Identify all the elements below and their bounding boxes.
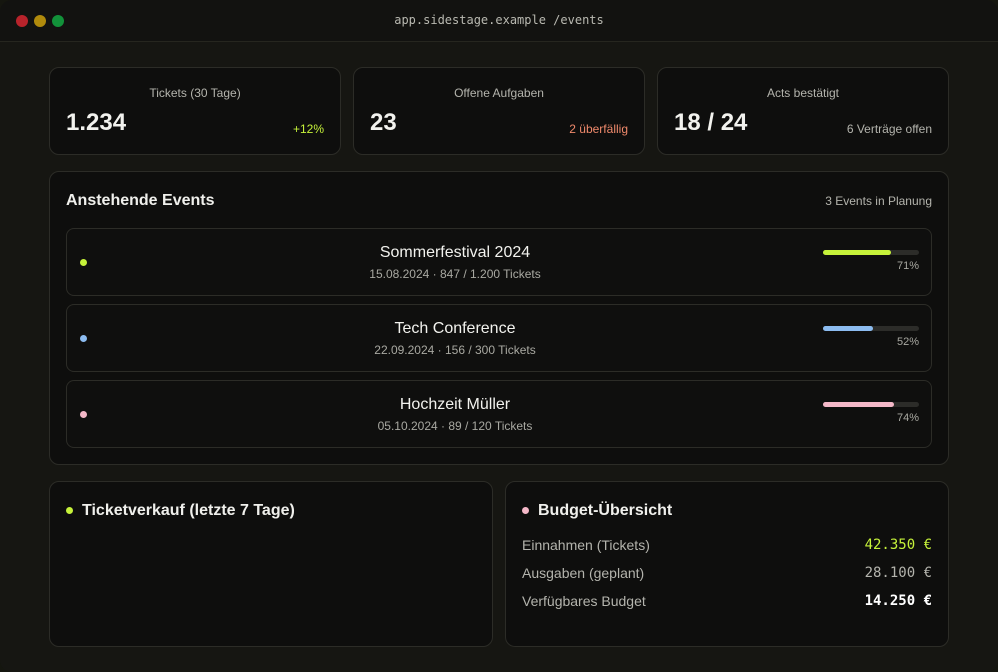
stat-label: Offene Aufgaben xyxy=(454,86,544,100)
ticket-progress-fill xyxy=(823,250,892,255)
ticket-progress-percent: 52% xyxy=(896,336,919,348)
budget-label: Einnahmen (Tickets) xyxy=(522,537,650,553)
stat-label: Acts bestätigt xyxy=(766,86,840,100)
section-title: Anstehende Events xyxy=(66,192,215,209)
budget-value: 42.350 € xyxy=(864,537,932,553)
stat-overdue-note: 2 überfällig xyxy=(569,122,628,136)
stat-value: 1.234 xyxy=(66,109,127,136)
budget-row-expenses: Ausgaben (geplant) 28.100 € xyxy=(522,563,932,583)
ticket-progress-percent: 71% xyxy=(896,260,919,272)
close-window-button[interactable] xyxy=(16,15,28,27)
panel-title: Budget-Übersicht xyxy=(538,502,673,519)
budget-row-available: Verfügbares Budget 14.250 € xyxy=(522,591,932,611)
event-row[interactable]: Hochzeit Müller 05.10.2024 · 89 / 120 Ti… xyxy=(66,380,932,448)
event-name: Hochzeit Müller xyxy=(399,396,511,413)
event-status-dot xyxy=(80,411,87,418)
ticket-progress-fill xyxy=(823,326,873,331)
stat-label: Tickets (30 Tage) xyxy=(149,86,241,100)
stat-card-tasks[interactable]: Offene Aufgaben 23 2 überfällig xyxy=(353,67,645,155)
ticket-sales-panel: Ticketverkauf (letzte 7 Tage) xyxy=(49,481,493,647)
minimize-window-button[interactable] xyxy=(34,15,46,27)
budget-panel: Budget-Übersicht Einnahmen (Tickets) 42.… xyxy=(505,481,949,647)
ticket-progress-bar xyxy=(823,326,919,331)
event-name: Sommerfestival 2024 xyxy=(379,244,531,261)
event-meta: 05.10.2024 · 89 / 120 Tickets xyxy=(377,419,533,433)
budget-value: 14.250 € xyxy=(864,593,932,609)
url-text: app.sidestage.example /events xyxy=(394,13,604,27)
stat-card-tickets[interactable]: Tickets (30 Tage) 1.234 +12% xyxy=(49,67,341,155)
stat-change-badge: +12% xyxy=(292,122,324,136)
panel-accent-dot xyxy=(522,507,529,514)
ticket-progress-bar xyxy=(823,250,919,255)
maximize-window-button[interactable] xyxy=(52,15,64,27)
event-name: Tech Conference xyxy=(394,320,516,337)
panel-title: Ticketverkauf (letzte 7 Tage) xyxy=(82,502,295,519)
event-status-dot xyxy=(80,335,87,342)
stat-value: 18 / 24 xyxy=(674,109,748,136)
title-bar: app.sidestage.example /events xyxy=(0,0,998,42)
budget-value: 28.100 € xyxy=(864,565,932,581)
event-meta: 22.09.2024 · 156 / 300 Tickets xyxy=(374,343,536,357)
upcoming-events-card: Anstehende Events 3 Events in Planung So… xyxy=(49,171,949,465)
event-status-dot xyxy=(80,259,87,266)
budget-row-income: Einnahmen (Tickets) 42.350 € xyxy=(522,535,932,555)
ticket-progress-fill xyxy=(823,402,895,407)
ticket-progress-percent: 74% xyxy=(896,412,919,424)
stat-card-acts[interactable]: Acts bestätigt 18 / 24 6 Verträge offen xyxy=(657,67,949,155)
ticket-progress-bar xyxy=(823,402,919,407)
section-meta: 3 Events in Planung xyxy=(825,194,932,208)
event-meta: 15.08.2024 · 847 / 1.200 Tickets xyxy=(369,267,541,281)
stat-value: 23 xyxy=(370,109,397,136)
stat-contracts-note: 6 Verträge offen xyxy=(846,122,932,136)
budget-label: Ausgaben (geplant) xyxy=(522,565,645,581)
event-row[interactable]: Tech Conference 22.09.2024 · 156 / 300 T… xyxy=(66,304,932,372)
budget-label: Verfügbares Budget xyxy=(522,593,646,609)
event-row[interactable]: Sommerfestival 2024 15.08.2024 · 847 / 1… xyxy=(66,228,932,296)
panel-accent-dot xyxy=(66,507,73,514)
